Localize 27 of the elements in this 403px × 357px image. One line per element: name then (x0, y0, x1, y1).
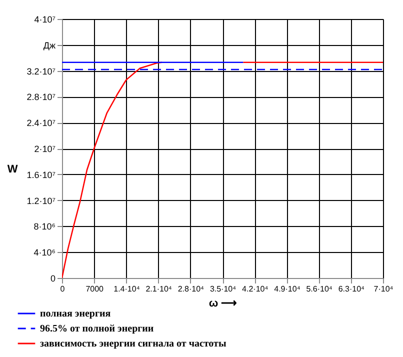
legend-label: зависимость энергии сигнала от частоты (40, 338, 226, 350)
x-tick-label: 2.8·10⁴ (178, 284, 205, 294)
legend-label: 96.5% от полной энергии (40, 324, 154, 334)
y-tick-label: 4·10⁶ (34, 248, 56, 258)
x-tick-label: 7·10⁴ (374, 284, 394, 294)
x-tick-label: 4.9·10⁴ (274, 284, 301, 294)
x-tick-label: 2.1·10⁴ (146, 284, 172, 294)
x-tick-label: 3.5·10⁴ (210, 284, 237, 294)
y-axis-title: W (7, 164, 18, 176)
x-tick-label: 0 (60, 284, 66, 294)
y-tick-label: Дж (43, 40, 56, 50)
x-tick-label: 7000 (86, 284, 104, 294)
y-tick-label: 2·10⁷ (34, 144, 56, 154)
x-tick-label: 1.4·10⁴ (114, 284, 140, 294)
legend-label: полная энергия (40, 308, 112, 320)
y-tick-label: 3.2·10⁷ (26, 66, 56, 76)
y-tick-label: 1.6·10⁷ (26, 170, 56, 180)
y-tick-label: 1.2·10⁷ (26, 196, 56, 206)
x-tick-label: 5.6·10⁴ (306, 284, 333, 294)
y-tick-label: 2.4·10⁷ (26, 118, 56, 128)
x-tick-label: 6.3·10⁴ (338, 284, 366, 294)
y-tick-label: 2.8·10⁷ (26, 92, 56, 102)
y-tick-label: 8·10⁶ (34, 222, 56, 232)
x-tick-label: 4.2·10⁴ (242, 284, 269, 294)
x-axis-title: ω ⟶ (208, 298, 238, 310)
y-tick-label: 0 (50, 274, 56, 284)
y-tick-label: 4·10⁷ (34, 14, 56, 24)
